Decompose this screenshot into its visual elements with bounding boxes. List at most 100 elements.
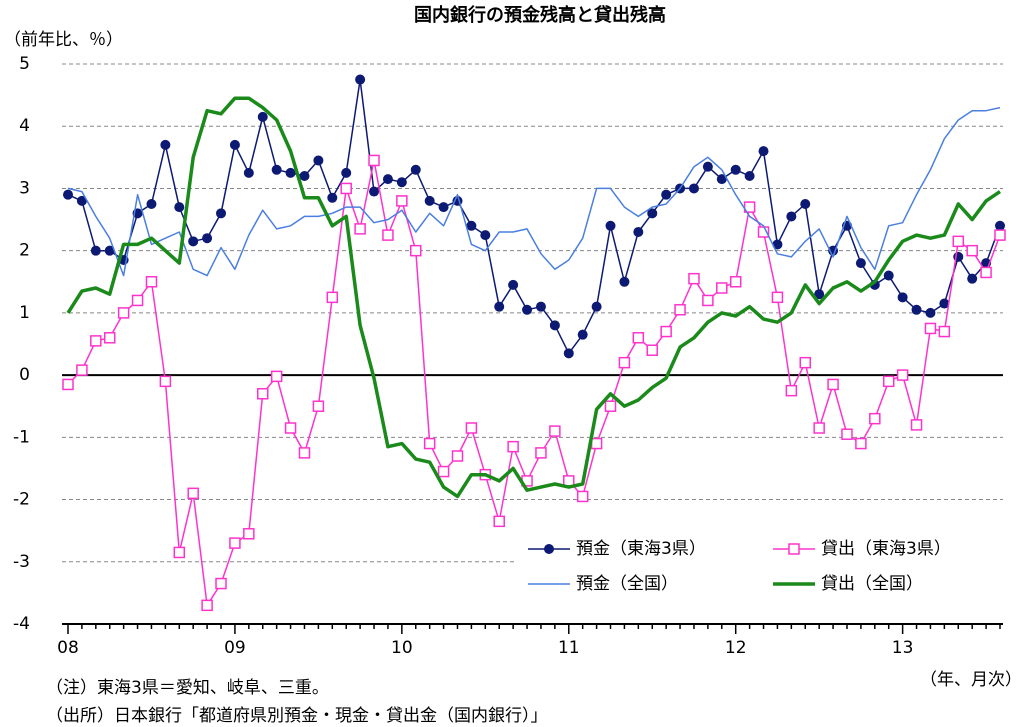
data-point (577, 329, 588, 340)
data-point (131, 294, 144, 307)
data-point (90, 245, 101, 256)
data-point (911, 304, 922, 315)
data-point (382, 174, 393, 185)
data-point (813, 422, 825, 434)
series-line (67, 159, 1001, 607)
data-point (535, 447, 547, 459)
data-point (827, 378, 839, 391)
data-point (159, 375, 172, 388)
x-tick-label: 13 (892, 638, 914, 658)
data-point (800, 199, 811, 209)
y-tick-label: 2 (19, 241, 30, 261)
y-tick-label: -3 (13, 552, 30, 572)
data-point (576, 490, 589, 503)
data-point (494, 301, 505, 312)
y-tick-label: 1 (19, 303, 30, 323)
data-point (939, 298, 950, 309)
data-point (437, 465, 450, 478)
data-point (855, 258, 866, 269)
data-point (216, 208, 227, 219)
data-point (995, 220, 1005, 231)
data-point (744, 171, 755, 181)
data-point (660, 325, 672, 338)
data-point (507, 440, 519, 453)
data-point (605, 220, 616, 231)
data-point (924, 322, 937, 335)
data-point (215, 577, 227, 590)
data-point (646, 344, 658, 356)
legend-box (515, 530, 1003, 600)
data-point (354, 223, 366, 235)
data-point (786, 211, 797, 222)
data-point (243, 167, 254, 178)
data-point (160, 139, 171, 150)
data-point (326, 291, 339, 304)
data-point (674, 304, 686, 316)
data-point (341, 167, 352, 178)
data-point (882, 375, 895, 388)
data-point (117, 307, 130, 319)
legend-label: 貸出（東海3県） (821, 539, 951, 559)
data-point (855, 437, 867, 450)
data-point (76, 364, 88, 376)
data-point (103, 332, 116, 344)
x-tick-label: 08 (57, 638, 79, 658)
data-point (938, 325, 951, 338)
data-point (466, 220, 477, 231)
data-point (772, 239, 783, 250)
data-point (966, 244, 978, 257)
data-point (451, 450, 464, 462)
series-line (66, 96, 1001, 499)
data-point (563, 475, 575, 487)
legend-label: 貸出（全国） (821, 574, 923, 594)
data-point (897, 292, 908, 303)
data-point (522, 304, 533, 315)
data-point (90, 335, 102, 347)
data-point (647, 208, 658, 219)
x-tick-label: 10 (391, 638, 413, 658)
data-point (298, 447, 311, 459)
series-line (67, 106, 1001, 277)
data-point (743, 201, 756, 213)
data-point (202, 233, 213, 244)
data-point (396, 177, 407, 188)
data-point (619, 276, 630, 287)
x-axis-label: （年、月次） (920, 670, 1022, 690)
data-point (952, 235, 965, 248)
data-point (702, 294, 714, 307)
data-point (910, 419, 923, 431)
data-point (688, 272, 700, 285)
y-tick-label: -4 (13, 614, 30, 634)
legend-label: 預金（東海3県） (576, 539, 706, 559)
data-point (980, 266, 992, 279)
data-point (424, 195, 435, 206)
data-point (438, 202, 449, 213)
data-point (814, 289, 825, 300)
y-tick-label: 4 (19, 116, 30, 136)
data-point (702, 161, 713, 172)
y-axis-label: （前年比、％） (4, 30, 123, 50)
data-point (508, 279, 519, 290)
chart-title: 国内銀行の預金残高と貸出残高 (414, 4, 666, 26)
data-point (382, 229, 394, 241)
data-point (243, 528, 255, 540)
data-point (284, 422, 297, 434)
data-point (229, 139, 240, 150)
data-point (883, 270, 894, 281)
data-point (925, 307, 936, 318)
data-point (632, 332, 645, 344)
y-tick-label: -2 (13, 490, 30, 510)
data-point (188, 236, 199, 247)
data-point (758, 146, 769, 157)
data-point (173, 546, 186, 559)
data-point (62, 378, 74, 391)
data-point (730, 164, 741, 175)
data-point (285, 167, 296, 178)
data-point (299, 171, 310, 181)
x-tick-label: 12 (725, 638, 747, 658)
data-point (423, 437, 436, 450)
data-point (633, 227, 644, 237)
data-point (604, 400, 617, 412)
data-point (549, 320, 560, 331)
data-point (410, 244, 422, 257)
